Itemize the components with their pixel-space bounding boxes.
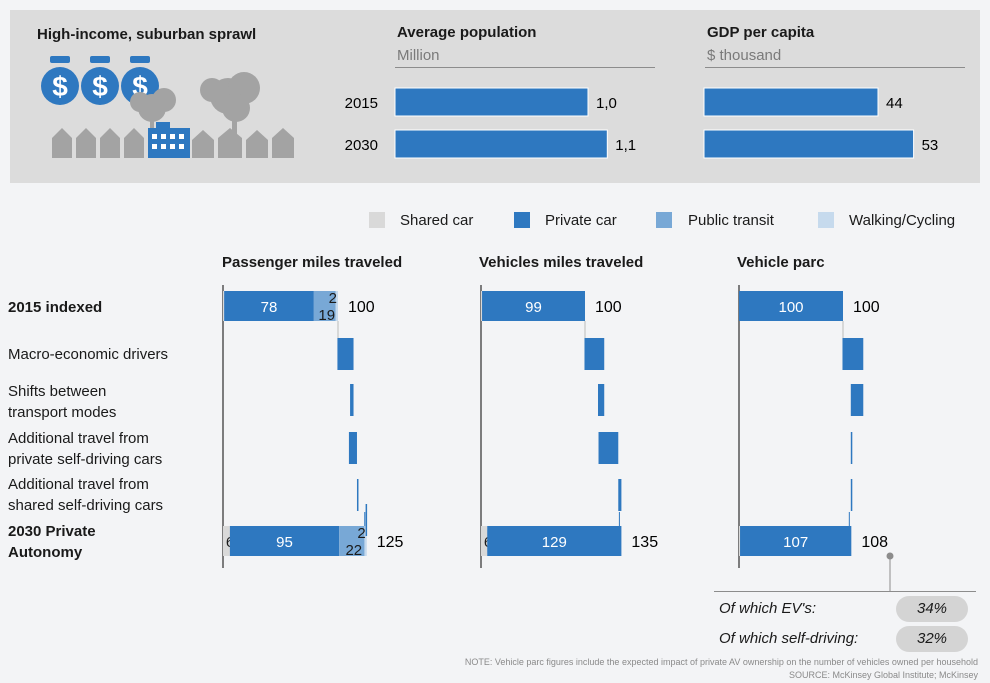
gdp-unit: $ thousand: [707, 47, 782, 64]
pmt-label-public-transit-0: 19: [318, 307, 335, 324]
gdp-value-2030: 53: [922, 137, 939, 154]
vmt-label-private-car-1: 129: [542, 534, 567, 551]
row-label-2030-2: Autonomy: [8, 544, 83, 561]
year-label-2015: 2015: [345, 95, 378, 112]
pmt-title: Passenger miles traveled: [222, 254, 403, 271]
pmt-step-2: [348, 432, 357, 464]
population-bar-2030: [394, 129, 608, 159]
legend-swatch-public-transit: [656, 212, 672, 228]
pmt-seg-walking-cycling-1: [364, 526, 367, 556]
vmt-step-3: [618, 479, 622, 511]
row-label-shared-sd-1: Additional travel from: [8, 476, 149, 493]
pmt-label-walking-cycling-0: 2: [329, 290, 337, 307]
pmt-step-4: [365, 504, 368, 536]
population-title: Average population: [397, 24, 537, 41]
vmt-step-2: [598, 432, 619, 464]
sd-label: Of which self-driving:: [719, 630, 859, 647]
population-unit: Million: [397, 47, 440, 64]
legend-swatch-walking-cycling: [818, 212, 834, 228]
sd-value-pill: 32%: [896, 626, 968, 652]
pmt-seg-private-car-0: [224, 291, 314, 321]
parc-seg-private-car-1: [740, 526, 852, 556]
gdp-bar-2030: [703, 129, 915, 159]
row-label-private-sd-1: Additional travel from: [8, 430, 149, 447]
parc-step-2: [850, 432, 853, 464]
gdp-bar-2015: [703, 87, 879, 117]
row-label-private-sd-2: private self-driving cars: [8, 451, 163, 468]
gdp-underline: [705, 67, 965, 68]
pmt-label-private-car-1: 95: [276, 534, 293, 551]
gdp-title: GDP per capita: [707, 24, 815, 41]
parc-step-0: [842, 338, 864, 370]
svg-text:$: $: [92, 71, 108, 102]
pmt-label-walking-cycling-1: 2: [357, 525, 365, 542]
row-label-shifts-1: Shifts between: [8, 383, 107, 400]
parc-label-private-car-1: 107: [783, 534, 808, 551]
ev-value-pill: 34%: [896, 596, 968, 622]
vmt-total-1: 135: [631, 534, 658, 551]
population-value-2030: 1,1: [615, 137, 636, 154]
legend-label-shared-car: Shared car: [400, 212, 474, 229]
population-bar-2015: [394, 87, 589, 117]
legend-label-walking-cycling: Walking/Cycling: [849, 212, 956, 229]
parc-title: Vehicle parc: [737, 254, 825, 271]
legend-label-private-car: Private car: [545, 212, 617, 229]
pmt-step-3: [356, 479, 359, 511]
parc-step-3: [850, 479, 853, 511]
row-label-macro: Macro-economic drivers: [8, 346, 169, 363]
year-label-2030: 2030: [345, 137, 378, 154]
pmt-seg-private-car-1: [229, 526, 340, 556]
vmt-seg-private-car-1: [487, 526, 622, 556]
pmt-total-0: 100: [348, 299, 375, 316]
pmt-step-0: [337, 338, 354, 370]
vmt-label-private-car-0: 99: [525, 299, 542, 316]
legend-swatch-private-car: [514, 212, 530, 228]
pmt-seg-walking-cycling-0: [335, 291, 338, 321]
parc-total-1: 108: [861, 534, 888, 551]
pmt-total-1: 125: [377, 534, 404, 551]
footnote: NOTE: Vehicle parc figures include the e…: [464, 657, 978, 667]
suburb-houses-trees-icon: [52, 72, 294, 158]
pmt-seg-public-transit-1: [339, 526, 365, 556]
parc-step-1: [850, 384, 864, 416]
dollar-bag-icon: $: [41, 56, 79, 105]
svg-text:$: $: [52, 71, 68, 102]
row-label-shifts-2: transport modes: [8, 404, 117, 421]
ev-label: Of which EV's:: [719, 600, 817, 617]
gdp-value-2015: 44: [886, 95, 903, 112]
vmt-title: Vehicles miles traveled: [479, 254, 644, 271]
vmt-total-0: 100: [595, 299, 622, 316]
legend-label-public-transit: Public transit: [688, 212, 774, 229]
pmt-label-public-transit-1: 22: [345, 542, 362, 559]
pmt-label-private-car-0: 78: [261, 299, 278, 316]
vmt-seg-private-car-0: [482, 291, 585, 321]
legend-swatch-shared-car: [369, 212, 385, 228]
parc-seg-private-car-0: [739, 291, 843, 321]
row-label-2015: 2015 indexed: [8, 299, 103, 316]
vmt-step-0: [584, 338, 605, 370]
population-value-2015: 1,0: [596, 95, 617, 112]
row-label-2030-1: 2030 Private: [8, 523, 96, 540]
callout-line: [714, 591, 976, 592]
suburb-illustration: $ $ $: [41, 56, 294, 158]
pmt-seg-public-transit-0: [313, 291, 336, 321]
vmt-step-1: [598, 384, 605, 416]
parc-total-0: 100: [853, 299, 880, 316]
source-note: SOURCE: McKinsey Global Institute; McKin…: [788, 670, 978, 680]
pmt-step-1: [350, 384, 354, 416]
segment-title: High-income, suburban sprawl: [37, 26, 257, 43]
row-label-shared-sd-2: shared self-driving cars: [8, 497, 164, 514]
dollar-bag-icon: $: [81, 56, 119, 105]
parc-pointer-dot: [886, 552, 894, 560]
population-underline: [395, 67, 655, 68]
parc-label-private-car-0: 100: [778, 299, 803, 316]
